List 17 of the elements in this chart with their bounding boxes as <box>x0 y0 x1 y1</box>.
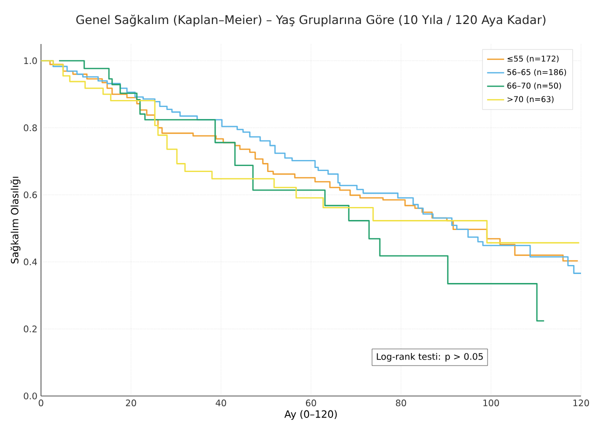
y-tick-label: 0.8 <box>24 124 37 132</box>
x-axis-title: Ay (0–120) <box>284 410 337 420</box>
x-tick-label: 0 <box>38 400 44 406</box>
y-tick-label: 0.4 <box>24 258 37 266</box>
y-axis-title: Sağkalım Olasılığı <box>10 176 20 264</box>
x-tick-label: 40 <box>216 400 226 406</box>
chart-title: Genel Sağkalım (Kaplan–Meier) – Yaş Gruplarına Göre (10 Yıla / 120 Aya Kadar) <box>76 14 546 26</box>
y-tick-label: 0.2 <box>24 326 37 332</box>
x-tick-label: 60 <box>306 400 316 406</box>
x-tick-label: 100 <box>483 400 499 406</box>
y-tick-label: 0.6 <box>24 191 37 198</box>
x-tick-label: 120 <box>573 400 589 406</box>
y-tick-label: 1.0 <box>24 57 37 64</box>
x-tick-label: 80 <box>396 400 406 406</box>
x-tick-label: 20 <box>126 400 136 406</box>
annotation: Log-rank testi: p > 0.05 <box>376 352 483 362</box>
y-tick-label: 0.0 <box>24 392 37 400</box>
